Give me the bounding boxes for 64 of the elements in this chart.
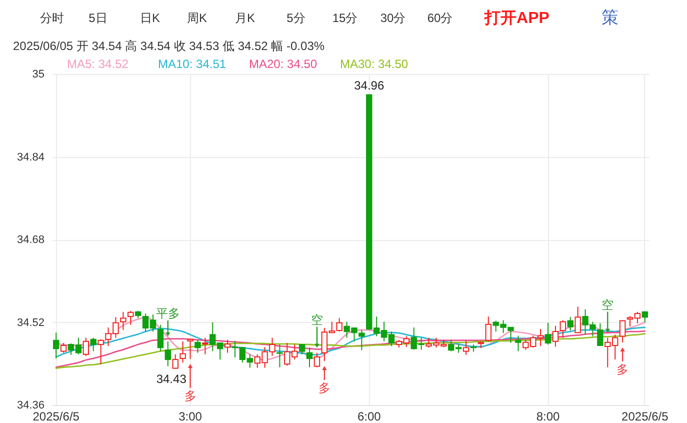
candlestick [515, 335, 522, 352]
candlestick [544, 322, 552, 345]
candlestick [172, 354, 178, 370]
candlestick [98, 338, 104, 365]
candlestick [276, 344, 283, 368]
text: 月K [234, 11, 256, 25]
text: 30分 [380, 11, 406, 25]
text: MA10: 34.51 [158, 57, 226, 71]
candlestick [462, 340, 470, 356]
annotation: 多 [318, 381, 330, 396]
candlestick [82, 337, 90, 356]
candlestick [60, 342, 67, 354]
candlestick [567, 316, 574, 332]
candlestick [560, 320, 566, 338]
x-tick-label: 6:00 [357, 410, 382, 423]
text: MA5: 34.52 [67, 57, 129, 71]
x-tick-label: 8:00 [536, 410, 560, 423]
annotation: 34.43 [156, 372, 187, 386]
y-tick-label: 34.52 [16, 316, 44, 329]
candlestick [52, 332, 60, 359]
text: MA30: 34.50 [340, 57, 408, 71]
candlestick [180, 340, 186, 364]
text: 日K [140, 11, 160, 25]
candlestick [90, 337, 96, 352]
annotation: 空 [602, 298, 614, 312]
candlestick [164, 340, 172, 367]
x-tick-label: 2025/6/5 [32, 410, 80, 423]
text: 策 [602, 8, 618, 27]
candlestick [120, 311, 126, 331]
candlestick [306, 347, 313, 368]
annotation: 多 [616, 362, 629, 376]
candlestick [128, 310, 134, 326]
chart-subtitle: 2025/06/05 开 34.54 高 34.54 收 34.53 低 34.52 幅 -0.03% [13, 39, 325, 53]
candlestick [194, 339, 201, 354]
candlestick [224, 339, 231, 354]
candlestick [619, 320, 626, 343]
candlestick [642, 311, 648, 323]
candlestick [298, 344, 306, 355]
text: 分时 [40, 11, 64, 25]
annotation: 34.96 [354, 78, 384, 93]
y-tick-label: 34.36 [16, 400, 44, 412]
y-tick-label: 34.68 [16, 234, 44, 246]
candlestick [485, 316, 492, 342]
annotation: 平多 [156, 306, 180, 320]
candlestick [202, 337, 208, 355]
x-tick-label: 2025/6/5 [622, 410, 669, 423]
text: 5日 [88, 11, 108, 25]
candlestick [157, 324, 164, 352]
text: 打开APP [484, 9, 550, 27]
candlestick [187, 338, 194, 360]
y-tick-label: 34.84 [16, 151, 44, 164]
annotation: 多 [184, 388, 196, 403]
candlestick [597, 322, 604, 347]
y-tick-label: 35 [32, 68, 44, 80]
text: 15分 [332, 11, 358, 25]
text: MA20: 34.50 [249, 57, 318, 71]
text: 60分 [427, 11, 453, 25]
candlestick [552, 325, 559, 348]
x-tick-label: 3:00 [178, 410, 202, 423]
annotation: 空 [310, 312, 323, 327]
candlestick [314, 352, 320, 368]
candlestick [574, 306, 581, 334]
text: 5分 [286, 11, 306, 25]
text: 周K [186, 11, 208, 25]
